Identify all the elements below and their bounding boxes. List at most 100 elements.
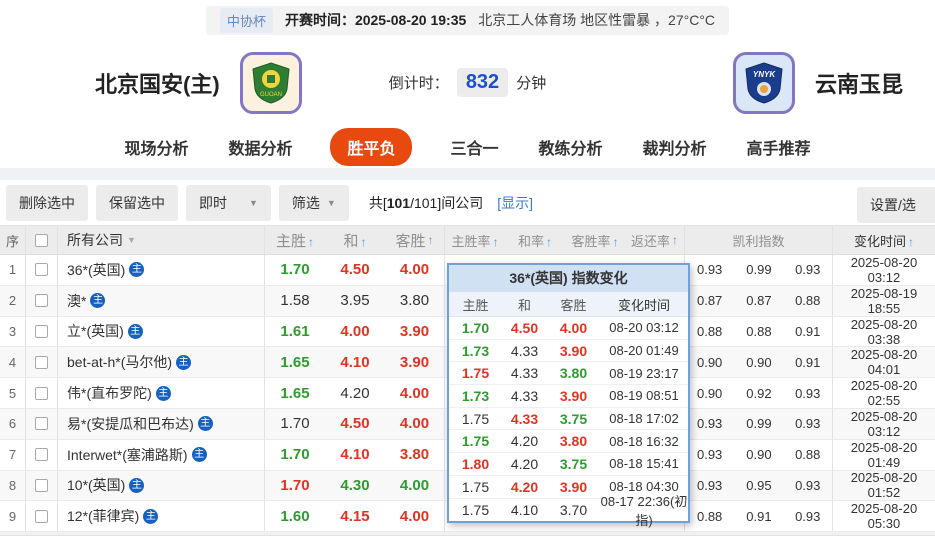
settings-button[interactable]: 设置/选 [857, 187, 935, 223]
countdown-unit: 分钟 [516, 75, 547, 92]
kelly-index: 0.93 [784, 255, 833, 285]
popup-draw-odds: 4.33 [510, 387, 539, 404]
instant-dropdown[interactable]: 即时 ▼ [186, 184, 271, 221]
header-no: 序 [0, 226, 26, 254]
sort-asc-icon: ↑ [612, 234, 619, 249]
show-link[interactable]: [显示] [497, 194, 534, 211]
kelly-index: 0.87 [696, 293, 723, 309]
company-cell[interactable]: 伟*(直布罗陀) 主 [58, 378, 265, 408]
table-header-row: 序 所有公司 ▼ 主胜 ↑ 和 ↑ 客胜 ↑ 主胜率 ↑ 和率 ↑ 客胜率 ↑ 返还率 ↑ 凯… [0, 225, 935, 255]
popup-away-win-odds: 3.75 [559, 455, 588, 472]
header-away-rate[interactable]: 客胜率 ↑ [571, 233, 619, 249]
row-checkbox[interactable] [35, 324, 48, 338]
home-win-odds: 1.61 [280, 322, 310, 340]
popup-change-time: 08-18 15:41 [609, 456, 679, 472]
sort-asc-icon: ↑ [360, 234, 367, 249]
row-number: 4 [0, 347, 26, 378]
row-checkbox[interactable] [35, 294, 48, 308]
sort-asc-icon: ↑ [672, 233, 678, 247]
header-draw[interactable]: 和 ↑ [343, 232, 367, 250]
company-cell[interactable]: Interwet*(塞浦路斯) 主 [58, 439, 265, 470]
kelly-index: 0.99 [746, 262, 772, 278]
main-company-icon: 主 [143, 508, 159, 524]
select-all-checkbox[interactable] [35, 233, 48, 247]
tab-4[interactable]: 三合一 [450, 140, 499, 158]
row-checkbox[interactable] [35, 417, 48, 431]
main-company-icon: 主 [129, 262, 145, 278]
company-cell[interactable]: 立*(英国) 主 [58, 316, 265, 347]
header-company[interactable]: 所有公司 ▼ [58, 226, 265, 254]
kelly-index: 0.91 [746, 508, 772, 524]
popup-away-win-odds: 3.90 [559, 387, 588, 404]
popup-away-win-odds: 4.00 [559, 319, 588, 336]
away-win-odds: 4.00 [385, 408, 445, 439]
kelly-index: 0.95 [746, 477, 772, 493]
popup-home-win-odds: 1.75 [461, 410, 490, 427]
draw-odds: 4.10 [340, 446, 370, 464]
row-checkbox[interactable] [35, 263, 48, 277]
popup-row: 1.80 4.20 3.75 08-18 15:41 [449, 453, 688, 476]
kelly-index: 0.93 [696, 416, 723, 432]
delete-selected-button[interactable]: 删除选中 [6, 184, 88, 221]
change-time: 2025-08-20 02:55 [850, 378, 918, 409]
row-checkbox[interactable] [35, 355, 48, 369]
row-checkbox-cell [26, 347, 58, 378]
kelly-index: 0.99 [746, 416, 772, 432]
kelly-index: 0.93 [784, 378, 833, 408]
popup-row: 1.75 4.10 3.70 08-17 22:36(初指) [449, 494, 688, 528]
header-change-time[interactable]: 变化时间 ↑ [853, 233, 914, 249]
row-checkbox-cell [26, 408, 58, 439]
row-checkbox[interactable] [35, 478, 48, 492]
header-kelly: 凯利指数 [685, 226, 833, 254]
draw-odds: 4.15 [340, 507, 370, 525]
company-cell[interactable]: 36*(英国) 主 [58, 255, 265, 285]
company-name: 36*(英国) [67, 261, 126, 278]
keep-selected-button[interactable]: 保留选中 [96, 184, 178, 221]
away-team-crest-icon: YNYK [745, 61, 783, 104]
countdown-value: 832 [456, 68, 509, 97]
tab-3[interactable]: 胜平负 [330, 127, 413, 166]
popup-row: 1.75 4.33 3.75 08-18 17:02 [449, 407, 688, 431]
change-time: 2025-08-20 01:52 [850, 470, 918, 501]
sort-asc-icon: ↑ [308, 234, 314, 249]
tab-1[interactable]: 现场分析 [124, 140, 189, 158]
kickoff-time: 开赛时间：2025-08-20 19:35 [284, 12, 467, 28]
tab-5[interactable]: 教练分析 [538, 140, 603, 158]
row-checkbox[interactable] [35, 386, 48, 400]
row-checkbox[interactable] [35, 509, 48, 523]
row-number: 8 [0, 470, 26, 501]
main-company-icon: 主 [155, 385, 171, 401]
header-select-all [26, 226, 58, 254]
company-cell[interactable]: 12*(菲律宾) 主 [58, 501, 265, 532]
away-win-odds: 3.90 [385, 316, 445, 347]
kelly-index: 0.91 [784, 347, 833, 378]
home-team: 北京国安(主) GUOAN [95, 51, 302, 114]
header-home-win[interactable]: 主胜 ↑ [275, 232, 314, 250]
header-away-win[interactable]: 客胜 ↑ [385, 226, 445, 254]
row-number: 2 [0, 285, 26, 316]
tab-2[interactable]: 数据分析 [228, 140, 293, 158]
header-home-rate[interactable]: 主胜率 ↑ [451, 233, 499, 249]
header-draw-rate[interactable]: 和率 ↑ [517, 233, 552, 249]
row-checkbox[interactable] [35, 448, 48, 462]
popup-row: 1.75 4.20 3.90 08-18 04:30 [449, 475, 688, 499]
header-return-rate[interactable]: 返还率 ↑ [625, 226, 685, 254]
filter-dropdown[interactable]: 筛选 ▼ [278, 184, 349, 221]
tab-6[interactable]: 裁判分析 [642, 140, 707, 158]
company-cell[interactable]: 易*(安提瓜和巴布达) 主 [58, 408, 265, 439]
company-cell[interactable]: 10*(英国) 主 [58, 470, 265, 501]
main-company-icon: 主 [191, 447, 207, 463]
tab-7[interactable]: 高手推荐 [746, 140, 811, 158]
popup-home-win-odds: 1.75 [461, 433, 490, 450]
popup-body: 1.70 4.50 4.00 08-20 03:12 1.73 4.33 3.90 08-20… [449, 317, 688, 528]
home-win-odds: 1.70 [280, 261, 310, 279]
company-cell[interactable]: bet-at-h*(马尔他) 主 [58, 347, 265, 378]
draw-odds: 4.30 [340, 476, 370, 494]
kelly-index: 0.88 [746, 323, 772, 339]
kelly-index: 0.91 [784, 316, 833, 347]
row-number: 3 [0, 316, 26, 347]
company-cell[interactable]: 澳* 主 [58, 285, 265, 316]
row-checkbox-cell [26, 470, 58, 501]
company-name: 立*(英国) [67, 323, 124, 340]
odds-table: 序 所有公司 ▼ 主胜 ↑ 和 ↑ 客胜 ↑ 主胜率 ↑ 和率 ↑ 客胜率 ↑ 返还率 ↑ 凯… [0, 225, 935, 538]
